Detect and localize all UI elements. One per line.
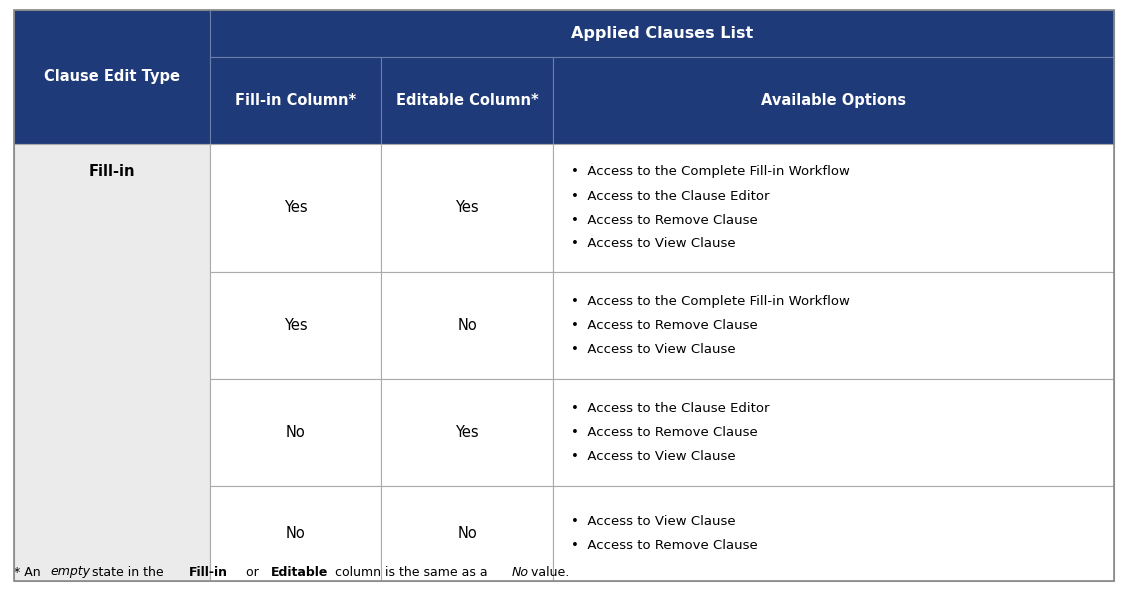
Text: Clause Edit Type: Clause Edit Type (44, 69, 179, 84)
Text: Applied Clauses List: Applied Clauses List (571, 26, 754, 41)
Text: Editable Column*: Editable Column* (396, 93, 538, 108)
Text: •  Access to View Clause: • Access to View Clause (571, 343, 735, 356)
Text: •  Access to the Complete Fill-in Workflow: • Access to the Complete Fill-in Workflo… (571, 165, 849, 178)
Text: Yes: Yes (284, 201, 308, 215)
Text: Available Options: Available Options (761, 93, 906, 108)
Text: •  Access to Remove Clause: • Access to Remove Clause (571, 319, 758, 332)
Text: * An: * An (14, 566, 45, 578)
Text: Fill-in: Fill-in (89, 165, 135, 180)
Text: •  Access to Remove Clause: • Access to Remove Clause (571, 213, 758, 227)
Text: •  Access to the Clause Editor: • Access to the Clause Editor (571, 189, 769, 203)
Text: Yes: Yes (284, 318, 308, 333)
Text: •  Access to View Clause: • Access to View Clause (571, 238, 735, 250)
Text: state in the: state in the (88, 566, 167, 578)
Text: Yes: Yes (456, 201, 479, 215)
Text: •  Access to Remove Clause: • Access to Remove Clause (571, 426, 758, 439)
Text: Editable: Editable (271, 566, 328, 578)
Text: Fill-in: Fill-in (190, 566, 228, 578)
Text: column is the same as a: column is the same as a (331, 566, 492, 578)
Text: No: No (457, 318, 477, 333)
Text: No: No (512, 566, 529, 578)
Text: •  Access to View Clause: • Access to View Clause (571, 450, 735, 463)
Text: •  Access to the Complete Fill-in Workflow: • Access to the Complete Fill-in Workflo… (571, 295, 849, 308)
Text: value.: value. (527, 566, 570, 578)
Text: Yes: Yes (456, 425, 479, 440)
Text: Fill-in Column*: Fill-in Column* (235, 93, 356, 108)
Text: •  Access to the Clause Editor: • Access to the Clause Editor (571, 402, 769, 415)
Text: or: or (241, 566, 263, 578)
Text: empty: empty (51, 566, 90, 578)
Text: •  Access to Remove Clause: • Access to Remove Clause (571, 539, 758, 552)
Text: No: No (457, 526, 477, 541)
Text: No: No (285, 526, 306, 541)
Text: No: No (285, 425, 306, 440)
Text: •  Access to View Clause: • Access to View Clause (571, 515, 735, 528)
